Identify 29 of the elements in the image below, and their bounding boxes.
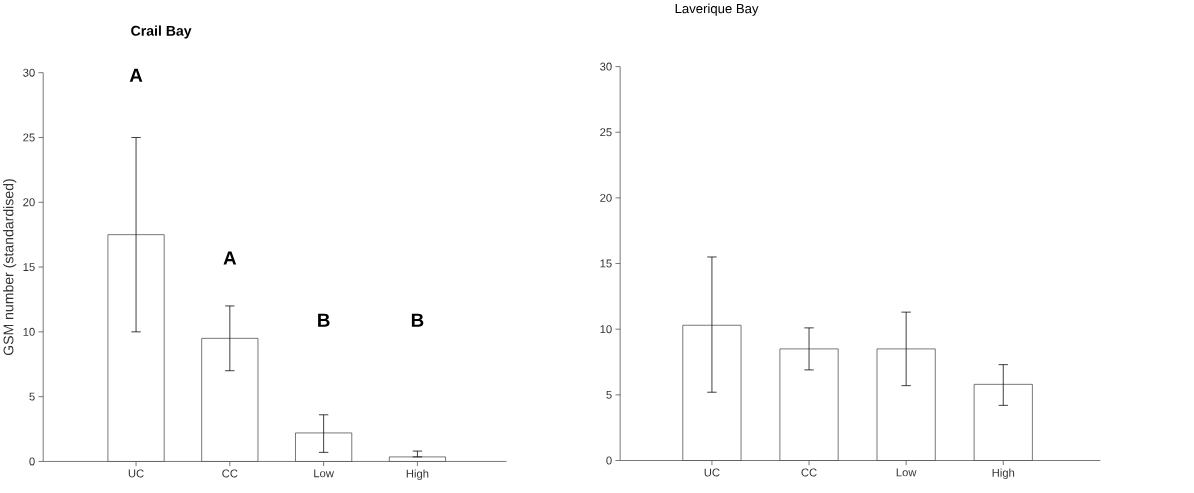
y-tick-label: 0 bbox=[606, 456, 612, 465]
x-tick-label: High bbox=[992, 468, 1015, 479]
x-tick-label: UC bbox=[704, 468, 720, 477]
y-tick-label: 30 bbox=[23, 68, 35, 77]
y-tick-label: 0 bbox=[29, 457, 35, 466]
x-tick-label: CC bbox=[222, 469, 238, 478]
chart-title: Crail Bay bbox=[131, 25, 192, 39]
y-tick-label: 25 bbox=[23, 133, 35, 142]
x-tick-label: High bbox=[406, 469, 429, 480]
y-tick-label: 10 bbox=[23, 327, 35, 336]
annotation: B bbox=[318, 313, 330, 327]
x-tick-label: CC bbox=[801, 468, 817, 477]
annotation: A bbox=[223, 251, 237, 265]
y-tick-label: 25 bbox=[600, 128, 612, 137]
x-tick-label: UC bbox=[128, 469, 144, 478]
y-axis-title: GSM number (standardised) bbox=[3, 179, 17, 355]
y-tick-label: 20 bbox=[23, 198, 35, 207]
y-tick-label: 30 bbox=[600, 62, 612, 71]
y-tick-label: 10 bbox=[600, 325, 612, 334]
annotation: A bbox=[129, 68, 143, 82]
y-tick-label: 5 bbox=[29, 392, 35, 401]
y-tick-label: 20 bbox=[600, 193, 612, 202]
x-tick-label: Low bbox=[314, 469, 334, 478]
y-tick-label: 15 bbox=[600, 259, 612, 268]
y-tick-label: 15 bbox=[23, 262, 35, 271]
annotation: B bbox=[411, 313, 424, 327]
y-tick-label: 5 bbox=[606, 390, 612, 399]
chart-title: Laverique Bay bbox=[675, 3, 759, 16]
x-tick-label: Low bbox=[896, 468, 917, 477]
